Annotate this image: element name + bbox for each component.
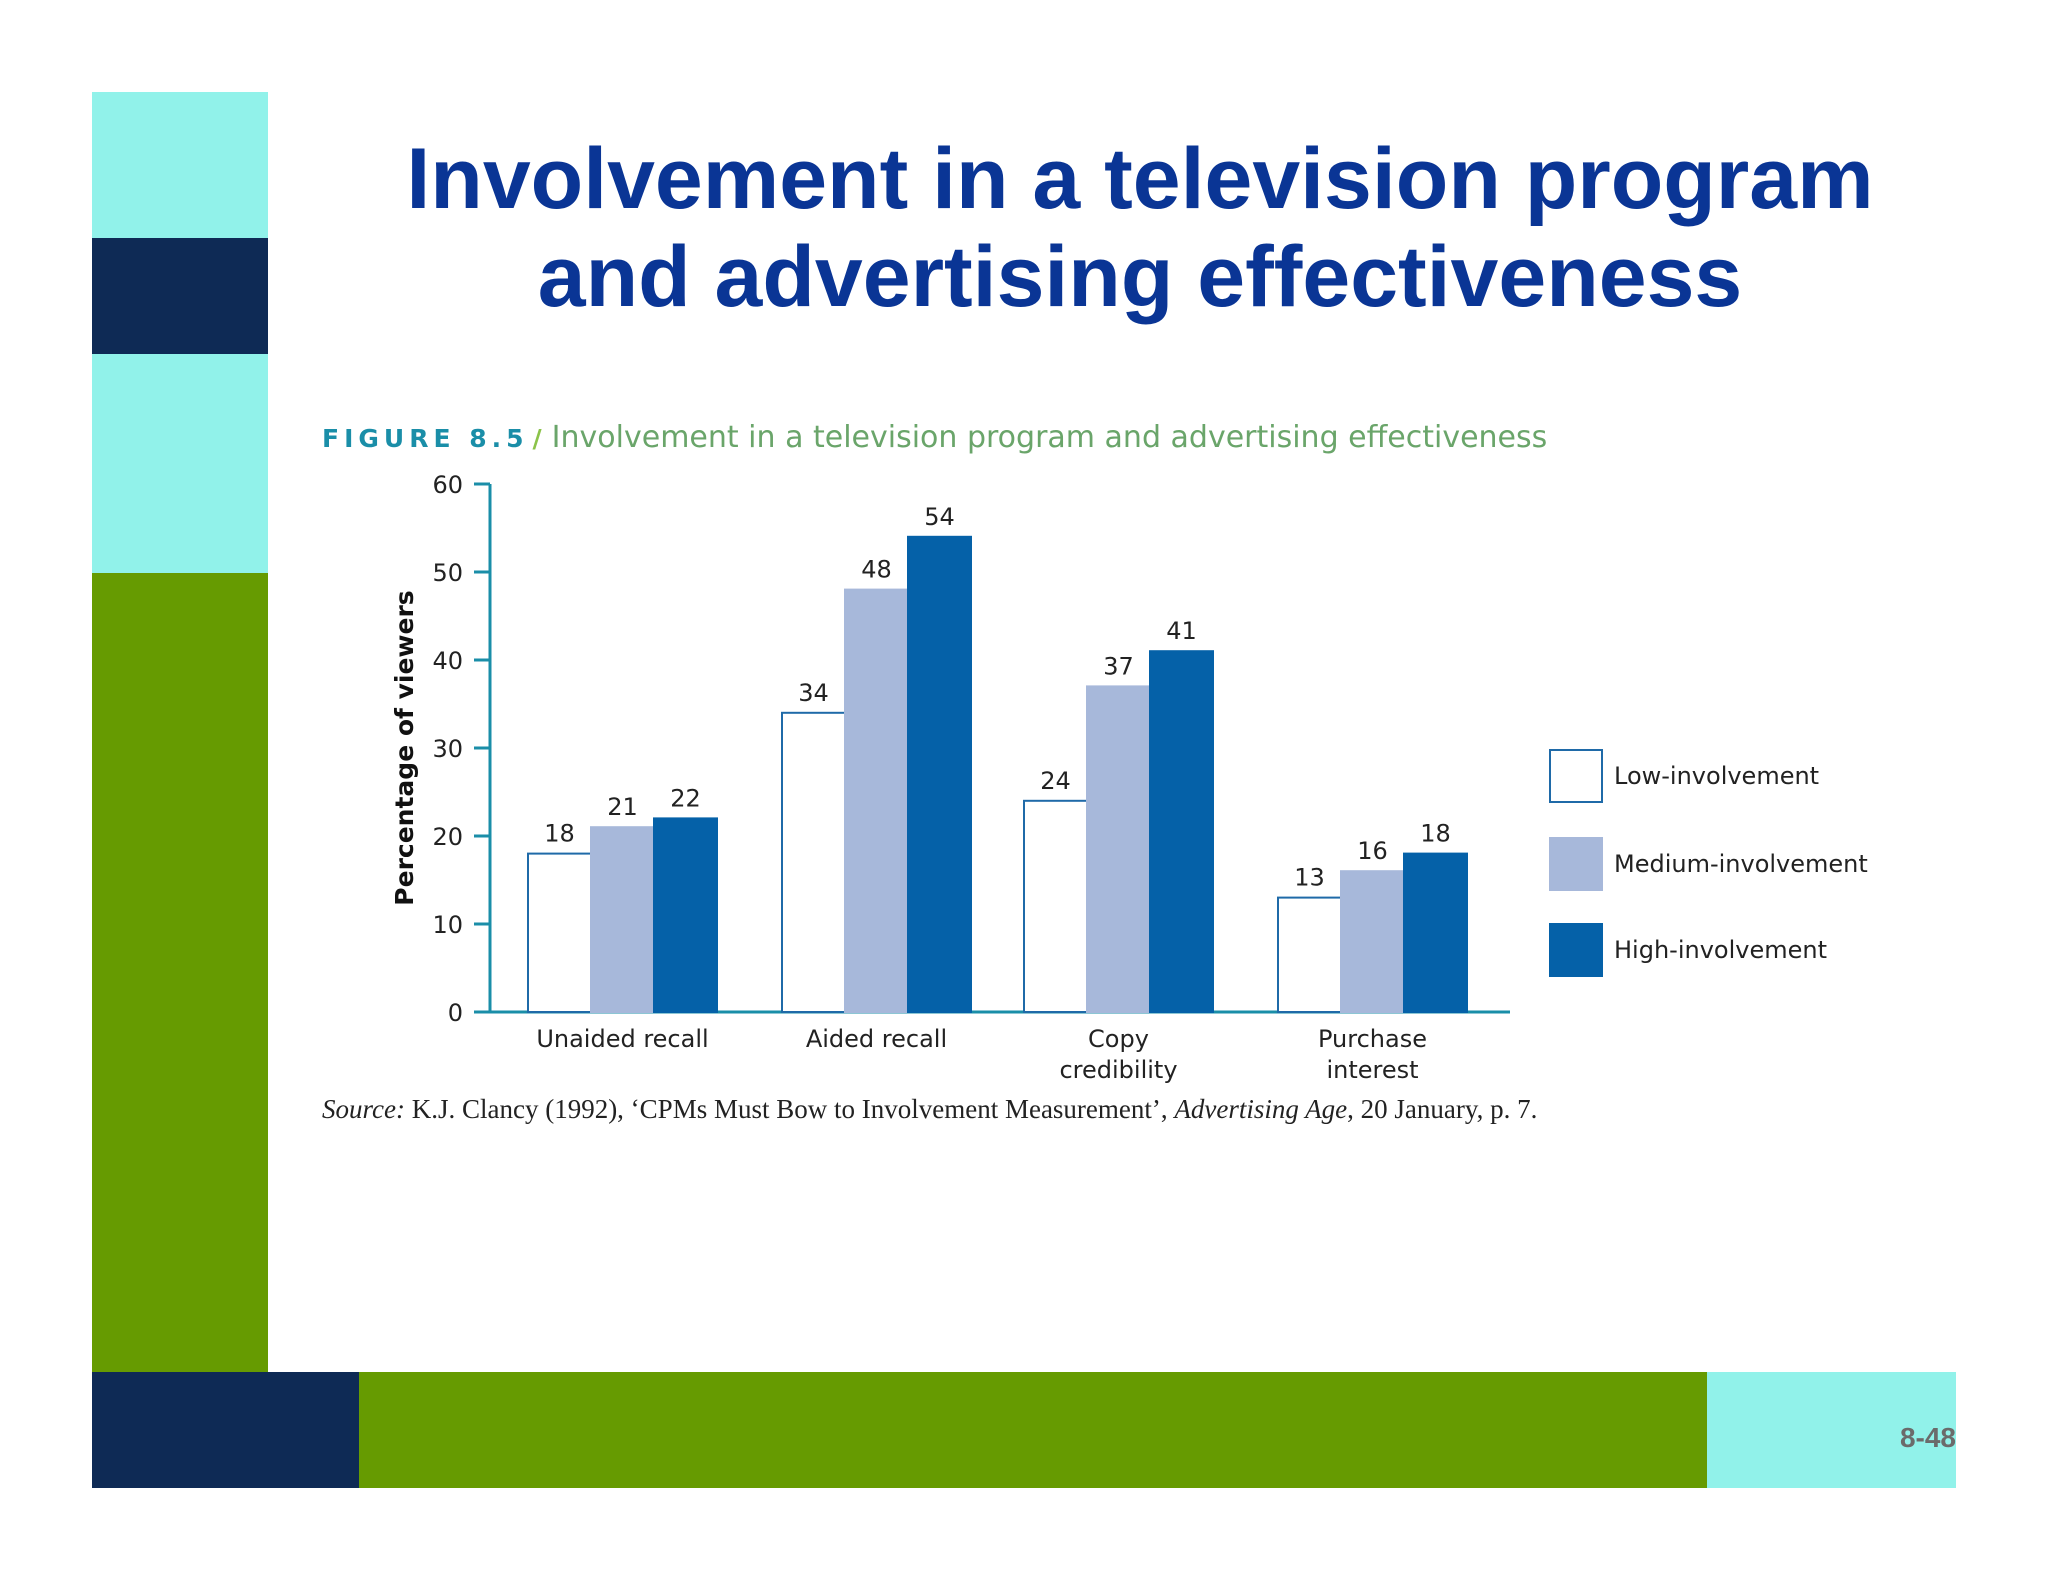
bar — [1086, 685, 1151, 1014]
source-publication: Advertising Age — [1174, 1094, 1348, 1124]
bar-value-label: 22 — [670, 784, 701, 812]
legend-label: High-involvement — [1614, 936, 1827, 964]
y-tick-label: 40 — [432, 647, 463, 675]
page-number: 8-48 — [1899, 1422, 1956, 1453]
bar-value-label: 41 — [1166, 617, 1197, 645]
bar-value-label: 24 — [1040, 767, 1071, 795]
y-tick-label: 30 — [432, 735, 463, 763]
figure-separator: / — [532, 424, 542, 453]
y-tick-label: 10 — [432, 911, 463, 939]
bar — [1403, 852, 1468, 1013]
legend-label: Medium-involvement — [1614, 850, 1868, 878]
x-category-label: credibility — [1059, 1056, 1177, 1084]
source-prefix: Source: — [322, 1094, 405, 1124]
bar-value-label: 21 — [607, 793, 638, 821]
y-tick-label: 60 — [432, 471, 463, 499]
bar — [781, 711, 846, 1013]
bar-value-label: 48 — [861, 556, 892, 584]
x-category-label: Purchase — [1318, 1025, 1427, 1053]
bar — [844, 588, 909, 1013]
x-category-label: Copy — [1088, 1025, 1149, 1053]
figure-label: FIGURE 8.5 — [322, 424, 529, 453]
left-bar-cyan-mid — [92, 354, 268, 573]
bottom-bar-cyan — [1707, 1372, 1956, 1488]
bar — [1340, 870, 1405, 1014]
bar — [1023, 799, 1088, 1013]
legend-swatch — [1549, 749, 1603, 803]
bar — [907, 535, 972, 1013]
x-category-label: Aided recall — [806, 1025, 947, 1053]
bar-value-label: 18 — [544, 820, 575, 848]
y-tick-label: 0 — [448, 999, 463, 1027]
figure-caption: FIGURE 8.5/ Involvement in a television p… — [322, 420, 1547, 468]
source-text: K.J. Clancy (1992), ‘CPMs Must Bow to In… — [404, 1094, 1175, 1124]
y-axis-title: Percentage of viewers — [390, 590, 419, 905]
bar-value-label: 54 — [924, 503, 955, 531]
bottom-bar-green — [359, 1372, 1707, 1488]
left-bar-cyan-top — [92, 92, 268, 238]
x-category-label: interest — [1326, 1056, 1418, 1084]
legend-swatch — [1549, 923, 1603, 977]
bar — [527, 852, 592, 1013]
bar — [1149, 650, 1214, 1013]
source-suffix: , 20 January, p. 7. — [1347, 1094, 1538, 1124]
y-tick-label: 50 — [432, 559, 463, 587]
y-tick-label: 20 — [432, 823, 463, 851]
bar-value-label: 34 — [798, 679, 829, 707]
bar — [1277, 896, 1342, 1013]
x-category-label: Unaided recall — [536, 1025, 708, 1053]
bar-value-label: 18 — [1420, 820, 1451, 848]
bar-value-label: 37 — [1103, 652, 1134, 680]
left-bar-navy — [92, 238, 268, 354]
legend-label: Low-involvement — [1614, 762, 1819, 790]
figure-title: Involvement in a television program and … — [551, 420, 1548, 455]
bar — [590, 826, 655, 1014]
legend-swatch — [1549, 837, 1603, 891]
slide-title: Involvement in a television program and … — [406, 131, 1874, 325]
bar-value-label: 16 — [1357, 837, 1388, 865]
left-bar-green — [92, 573, 268, 1373]
bar-value-label: 13 — [1294, 864, 1325, 892]
bottom-bar-navy — [92, 1372, 359, 1488]
source-citation: Source: K.J. Clancy (1992), ‘CPMs Must B… — [322, 1094, 1537, 1125]
bar — [653, 817, 718, 1014]
